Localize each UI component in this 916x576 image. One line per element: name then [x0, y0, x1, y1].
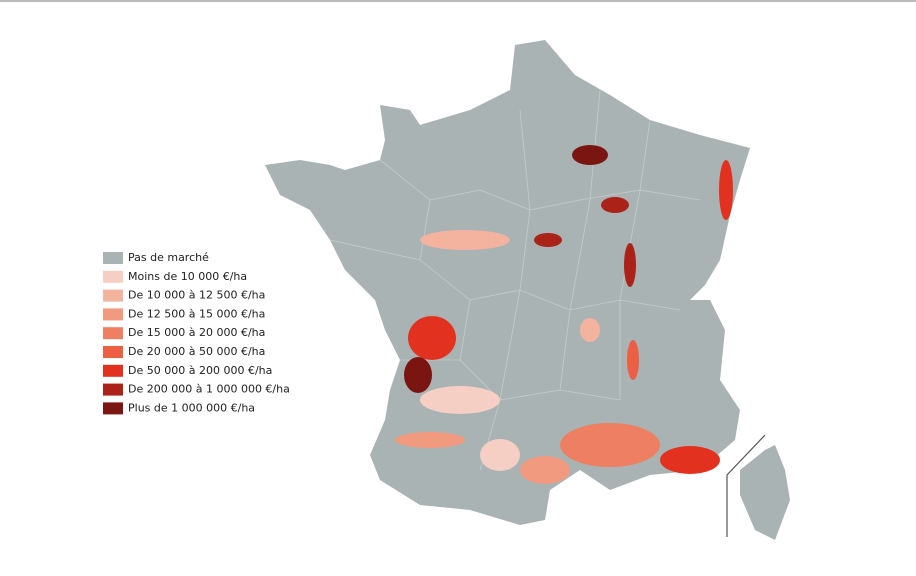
legend-label: Plus de 1 000 000 €/ha: [128, 401, 255, 414]
france-mainland: [265, 40, 750, 525]
legend-swatch: [103, 270, 123, 283]
region-shade: [719, 160, 733, 220]
legend-label: De 200 000 à 1 000 000 €/ha: [128, 383, 290, 396]
region-shade: [534, 233, 562, 247]
region-shade: [601, 197, 629, 213]
region-shade: [408, 316, 456, 360]
legend-label: De 20 000 à 50 000 €/ha: [128, 345, 265, 358]
top-border: [0, 0, 916, 2]
legend-label: De 50 000 à 200 000 €/ha: [128, 364, 272, 377]
region-shade: [395, 432, 465, 448]
corsica: [740, 445, 790, 540]
region-shade: [480, 439, 520, 471]
legend-label: Moins de 10 000 €/ha: [128, 270, 247, 283]
legend-swatch: [103, 364, 123, 377]
region-shade: [560, 423, 660, 467]
region-shade: [627, 340, 639, 380]
legend-swatch: [103, 402, 123, 415]
legend-swatch: [103, 308, 123, 321]
region-shade: [660, 446, 720, 474]
region-shade: [520, 456, 570, 484]
legend: Pas de marché Moins de 10 000 €/ha De 10 0…: [103, 251, 290, 415]
legend-label: De 15 000 à 20 000 €/ha: [128, 326, 265, 339]
legend-label: De 12 500 à 15 000 €/ha: [128, 307, 265, 320]
legend-swatch: [103, 383, 123, 396]
map: [265, 40, 790, 540]
legend-swatch: [103, 252, 123, 264]
legend-label: Pas de marché: [128, 251, 209, 264]
legend-swatch: [103, 289, 123, 302]
region-shade: [572, 145, 608, 165]
legend-swatch: [103, 346, 123, 358]
region-shade: [420, 386, 500, 414]
region-shade: [624, 243, 636, 287]
legend-swatch: [103, 327, 123, 340]
region-shade: [580, 318, 600, 342]
region-shade: [420, 230, 510, 250]
inset-divider: [726, 434, 766, 537]
region-shade: [404, 357, 432, 393]
legend-label: De 10 000 à 12 500 €/ha: [128, 289, 265, 302]
